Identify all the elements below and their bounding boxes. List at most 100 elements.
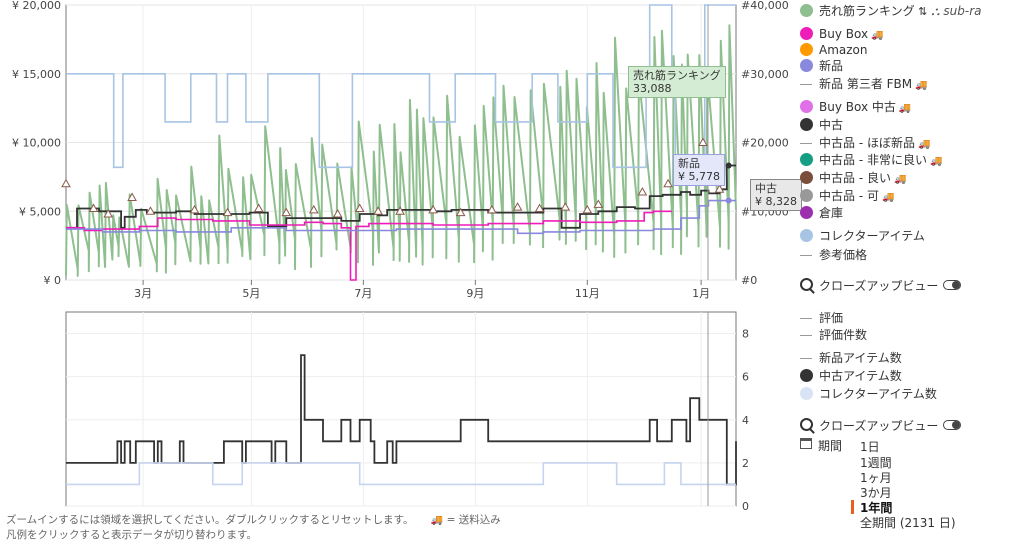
legend-swatch <box>800 27 813 40</box>
legend-label: 中古アイテム数 <box>819 369 902 383</box>
legend-label: 評価件数 <box>819 328 868 342</box>
truck-icon: 🚚 <box>915 80 928 91</box>
tooltip-new-label: 新品 <box>678 157 700 170</box>
y-tick-label-left: ¥ 15,000 <box>12 68 61 81</box>
sales-rank-series <box>65 24 737 277</box>
legend-swatch <box>800 118 813 131</box>
truck-icon: 🚚 <box>898 103 912 114</box>
toggle-icon[interactable] <box>943 280 962 290</box>
hover-point-used <box>725 162 732 169</box>
condition-good-marker <box>127 192 137 201</box>
condition-good-marker <box>395 206 405 215</box>
legend-label: Buy Box 中古 🚚 <box>819 100 912 114</box>
condition-good-marker <box>189 204 200 214</box>
hover-point-new <box>725 197 732 204</box>
tooltip-used: 中古 ¥ 8,328 <box>750 179 802 211</box>
closeup-label: クローズアップビュー <box>819 279 939 293</box>
tooltip-used-label: 中古 <box>755 182 777 195</box>
legend-label: 新品アイテム数 <box>819 351 902 365</box>
condition-good-marker <box>512 202 523 211</box>
y-tick-label-right: #0 <box>741 274 757 287</box>
truck-icon: 🚚 <box>929 156 943 167</box>
tooltip-new: 新品 ¥ 5,778 <box>673 154 725 186</box>
count-plot-frame <box>65 311 737 507</box>
legend-swatch <box>800 43 813 56</box>
legend-swatch <box>800 100 813 113</box>
y-tick-label-right: #40,000 <box>741 0 789 12</box>
y-tick-label-left: ¥ 0 <box>44 274 62 287</box>
legend-dash <box>800 255 812 256</box>
range-option-0[interactable]: 1日 <box>860 440 880 454</box>
truck-icon: 🚚 <box>871 30 884 41</box>
y-tick-label-lower: 8 <box>742 328 749 341</box>
condition-good-marker <box>663 178 673 188</box>
sort-icon[interactable]: ⇅ <box>914 5 928 18</box>
tooltip-used-value: ¥ 8,328 <box>755 195 797 208</box>
calendar-icon <box>800 438 812 449</box>
legend-label: 売れ筋ランキング ⇅ ⛬ sub-ra <box>819 4 982 18</box>
y-tick-label-right: #20,000 <box>741 137 789 150</box>
legend-swatch <box>800 369 813 382</box>
condition-good-marker <box>354 203 365 212</box>
legend-label: 新品 <box>819 59 844 73</box>
condition-good-marker <box>61 178 71 188</box>
condition-good-marker <box>281 207 292 217</box>
tooltip-sales-rank-value: 33,088 <box>633 82 672 95</box>
legend-dash <box>800 358 812 359</box>
y-tick-label-left: ¥ 5,000 <box>19 205 61 218</box>
legend-swatch <box>800 59 813 72</box>
price-history-charts[interactable]: ¥ 0 #0¥ 5,000 #10,000¥ 10,000 #20,000¥ 15,0… <box>0 0 790 533</box>
range-option-5[interactable]: 全期間 (2131 日) <box>860 516 956 530</box>
y-tick-label-right: #30,000 <box>741 68 789 81</box>
condition-good-marker <box>253 203 264 212</box>
closeup-toggle-bottom[interactable]: クローズアップビュー <box>800 417 962 434</box>
x-tick-label: 3月 <box>134 287 152 300</box>
legend-panel: 売れ筋ランキング ⇅ ⛬ sub-ra Buy Box 🚚 Amazon 新品 新品 第三… <box>800 0 1024 533</box>
range-option-3[interactable]: 3か月 <box>860 486 892 500</box>
condition-good-marker <box>560 202 571 211</box>
legend-swatch <box>800 153 813 166</box>
legend-label: 参考価格 <box>819 248 868 262</box>
collector-offer-count-line <box>66 462 736 486</box>
sub-rank-link[interactable]: ⛬ sub-ra <box>927 4 982 18</box>
y-tick-label-lower: 4 <box>742 414 749 427</box>
legend-label: 倉庫 <box>819 206 844 220</box>
range-option-2[interactable]: 1ヶ月 <box>860 471 892 485</box>
legend-label: コレクターアイテム <box>819 229 925 243</box>
closeup-label: クローズアップビュー <box>819 419 939 433</box>
tooltip-sales-rank: 売れ筋ランキング 33,088 <box>628 66 726 98</box>
condition-good-marker <box>534 203 545 212</box>
toggle-icon[interactable] <box>943 420 962 430</box>
x-tick-label: 9月 <box>466 287 484 300</box>
footnote: ズームインするには領域を選択してください。ダブルクリックするとリセットします。 … <box>6 512 501 527</box>
used-offer-count-line <box>66 354 737 486</box>
condition-good-marker <box>582 204 593 214</box>
new-price-line <box>66 199 736 235</box>
legend-dash <box>800 143 812 144</box>
condition-good-marker <box>714 184 725 193</box>
footnote-truck-text: = 送料込み <box>446 514 501 526</box>
legend-swatch <box>800 171 813 184</box>
truck-icon: 🚚 <box>893 174 907 185</box>
condition-good-marker <box>88 203 99 212</box>
magnifier-icon <box>800 418 813 431</box>
range-option-4[interactable]: 1年間 <box>850 500 893 515</box>
tooltip-sales-rank-label: 売れ筋ランキング <box>633 69 721 82</box>
footnote-text: ズームインするには領域を選択してください。ダブルクリックするとリセットします。 <box>6 514 414 526</box>
y-tick-label-lower: 2 <box>742 457 749 470</box>
y-tick-label-lower: 6 <box>742 371 749 384</box>
y-tick-label-left: ¥ 10,000 <box>12 137 61 150</box>
truck-icon: 🚚 <box>917 139 931 150</box>
legend-label: 中古品 - 非常に良い 🚚 <box>819 153 943 167</box>
truck-icon: 🚚 <box>881 192 895 203</box>
condition-good-marker <box>332 208 343 218</box>
legend-label: 中古品 - 良い 🚚 <box>819 171 907 185</box>
y-tick-label-left: ¥ 20,000 <box>12 0 61 12</box>
condition-good-marker <box>428 204 438 214</box>
condition-good-marker <box>593 199 604 208</box>
condition-good-marker <box>637 186 648 196</box>
closeup-toggle-top[interactable]: クローズアップビュー <box>800 277 962 294</box>
legend-swatch <box>800 206 813 219</box>
legend-swatch <box>800 229 813 242</box>
range-option-1[interactable]: 1週間 <box>860 456 892 470</box>
